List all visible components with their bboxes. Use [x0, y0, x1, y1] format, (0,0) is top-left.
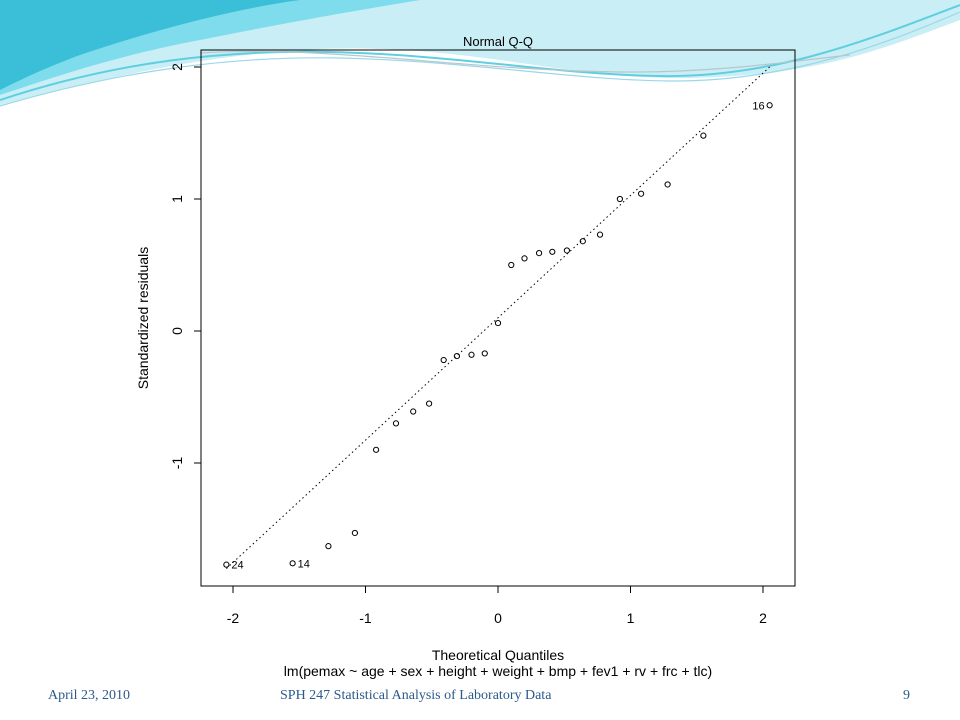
data-point — [596, 231, 604, 238]
y-axis-ticks: -1 0 1 2 — [169, 63, 202, 470]
data-point — [521, 255, 528, 262]
data-point — [563, 247, 571, 254]
x-tick-label: 0 — [494, 610, 502, 626]
point-label: 16 — [752, 100, 764, 112]
x-tick-label: -2 — [227, 610, 240, 626]
data-point — [289, 560, 296, 567]
data-point — [373, 446, 380, 453]
data-point — [508, 261, 515, 269]
x-tick-label: 1 — [627, 610, 635, 626]
y-tick-label: -1 — [169, 457, 185, 470]
data-point — [351, 529, 358, 537]
chart-title: Normal Q-Q — [463, 34, 533, 49]
data-point — [494, 319, 502, 327]
data-point — [549, 248, 556, 255]
point-label: 14 — [298, 558, 310, 570]
data-point — [468, 351, 475, 358]
data-points: 24 14 16 — [223, 100, 773, 572]
footer-page-number: 9 — [903, 688, 910, 703]
header-swoosh-decoration — [0, 0, 960, 107]
data-point — [325, 543, 332, 550]
y-tick-label: 1 — [169, 195, 185, 203]
data-point — [410, 408, 417, 415]
data-point — [700, 132, 707, 139]
y-tick-label: 0 — [169, 327, 185, 335]
data-point — [664, 181, 671, 188]
data-point — [392, 420, 400, 427]
x-axis-ticks: -2 -1 0 1 2 — [227, 585, 767, 626]
data-point — [223, 561, 230, 568]
data-point — [440, 356, 447, 364]
data-point — [579, 238, 586, 245]
data-point — [766, 102, 773, 109]
data-point — [616, 195, 624, 203]
reference-line — [226, 66, 770, 569]
y-axis-title: Standardized residuals — [135, 247, 151, 389]
data-point — [481, 350, 488, 357]
x-axis-title: Theoretical Quantiles — [432, 647, 564, 663]
y-tick-label: 2 — [169, 63, 185, 71]
footer-date: April 23, 2010 — [48, 688, 131, 703]
x-tick-label: 2 — [759, 610, 767, 626]
x-tick-label: -1 — [359, 610, 372, 626]
point-label: 24 — [231, 560, 243, 572]
data-point — [426, 400, 433, 407]
data-point — [453, 352, 461, 360]
data-point — [638, 190, 645, 197]
footer-course-title: SPH 247 Statistical Analysis of Laborato… — [280, 688, 552, 703]
model-formula-subtitle: lm(pemax ~ age + sex + height + weight +… — [284, 663, 712, 679]
data-point — [535, 250, 543, 257]
